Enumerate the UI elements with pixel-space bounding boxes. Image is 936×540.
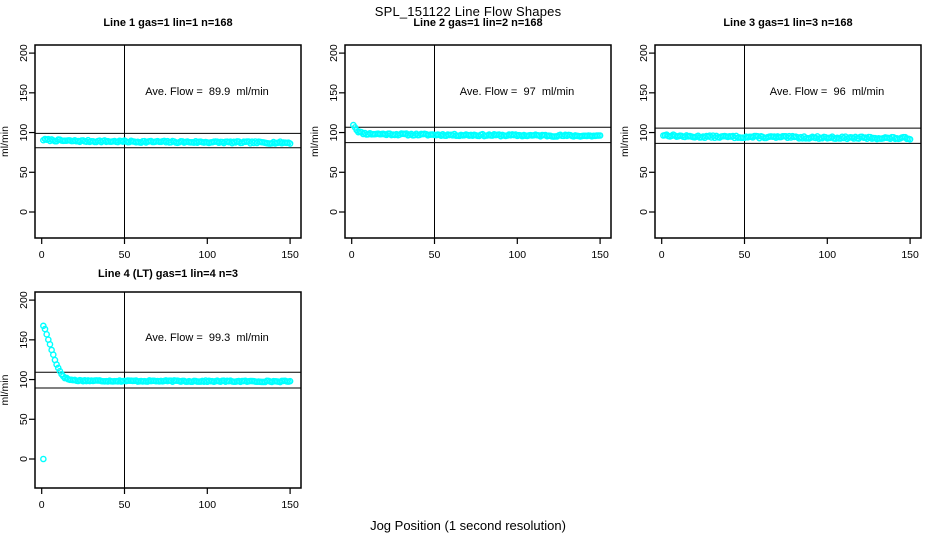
ave-flow-annotation-line-1: Ave. Flow = 89.9 ml/min: [145, 86, 269, 98]
y-axis-tick-label: 150: [638, 84, 650, 102]
data-point: [286, 140, 294, 147]
y-axis-tick-label: 50: [638, 166, 650, 178]
y-axis-tick-label: 150: [18, 331, 30, 349]
y-axis-tick-label: 0: [18, 209, 30, 215]
x-axis-tick-label: 0: [349, 249, 355, 261]
x-axis-tick-label: 0: [39, 249, 45, 261]
x-axis-tick-label: 50: [119, 249, 131, 261]
y-axis-tick-label: 100: [328, 124, 340, 142]
y-axis-tick-label: 0: [638, 209, 650, 215]
x-axis-tick-label: 150: [901, 249, 919, 261]
y-axis-tick-label: 200: [18, 291, 30, 309]
y-axis-tick-label: 50: [18, 413, 30, 425]
data-point: [49, 351, 57, 359]
ave-flow-annotation-line-4: Ave. Flow = 99.3 ml/min: [145, 332, 269, 344]
data-points: [40, 135, 294, 147]
plot-frame: [34, 44, 302, 239]
data-points: [350, 121, 604, 140]
panel-title-line-2: Line 2 gas=1 lin=2 n=168: [413, 17, 543, 29]
panel-title-line-3: Line 3 gas=1 lin=3 n=168: [723, 17, 853, 29]
data-point: [40, 322, 47, 330]
panel-title-line-1: Line 1 gas=1 lin=1 n=168: [103, 17, 233, 29]
data-point: [596, 132, 604, 139]
data-point: [53, 361, 60, 368]
y-axis-label: ml/min: [0, 126, 11, 157]
y-axis-tick-label: 100: [18, 371, 30, 389]
outlier-point: [40, 455, 47, 463]
data-points: [660, 131, 914, 143]
plot-frame: [34, 291, 302, 489]
y-axis-tick-label: 100: [18, 124, 30, 142]
data-point: [906, 136, 914, 143]
panel-title-line-4: Line 4 (LT) gas=1 lin=4 n=3: [97, 268, 239, 280]
plot-area-line-2: 0 50 100 150 0 50 100 150 200 ml/min: [309, 44, 612, 261]
x-axis-tick-label: 100: [199, 249, 217, 261]
data-points: [40, 322, 294, 463]
x-axis-tick-label: 150: [281, 499, 299, 511]
figure-title: SPL_151122 Line Flow Shapes: [374, 4, 562, 19]
y-axis-label: ml/min: [0, 374, 11, 405]
plot-area-line-3: 0 50 100 150 0 50 100 150 200 ml/min: [619, 44, 922, 261]
data-point: [43, 331, 50, 338]
x-axis-label: Jog Position (1 second resolution): [370, 518, 566, 533]
x-axis-tick-label: 150: [281, 249, 299, 261]
data-point: [46, 341, 54, 348]
y-axis-tick-label: 0: [18, 456, 30, 462]
plot-area-line-4: 0 50 100 150 0 50 100 150 200 ml/min: [0, 291, 302, 511]
x-axis-tick-label: 50: [429, 249, 441, 261]
x-axis-tick-label: 0: [659, 249, 665, 261]
ave-flow-annotation-line-3: Ave. Flow = 96 ml/min: [769, 86, 885, 98]
data-point: [286, 377, 294, 385]
y-axis-tick-label: 200: [328, 44, 340, 62]
x-axis-tick-label: 150: [591, 249, 609, 261]
ave-flow-annotation-line-2: Ave. Flow = 97 ml/min: [459, 86, 575, 98]
data-point: [54, 364, 62, 372]
y-axis-tick-label: 200: [638, 44, 650, 62]
x-axis-tick-label: 50: [119, 499, 131, 511]
plot-frame: [654, 44, 922, 239]
y-axis-tick-label: 200: [18, 44, 30, 62]
y-axis-tick-label: 50: [328, 166, 340, 178]
y-axis-tick-label: 50: [18, 166, 30, 178]
x-axis-tick-label: 0: [39, 499, 45, 511]
plot-area-line-1: 0 50 100 150 0 50 100 150 200 ml/min: [0, 44, 302, 261]
y-axis-tick-label: 150: [328, 84, 340, 102]
y-axis-label: ml/min: [309, 126, 321, 157]
y-axis-tick-label: 150: [18, 84, 30, 102]
y-axis-label: ml/min: [619, 126, 631, 157]
x-axis-tick-label: 100: [819, 249, 837, 261]
y-axis-tick-label: 100: [638, 124, 650, 142]
x-axis-tick-label: 100: [509, 249, 527, 261]
y-axis-tick-label: 0: [328, 209, 340, 215]
x-axis-tick-label: 100: [199, 499, 217, 511]
x-axis-tick-label: 50: [739, 249, 751, 261]
plot-frame: [344, 44, 612, 239]
